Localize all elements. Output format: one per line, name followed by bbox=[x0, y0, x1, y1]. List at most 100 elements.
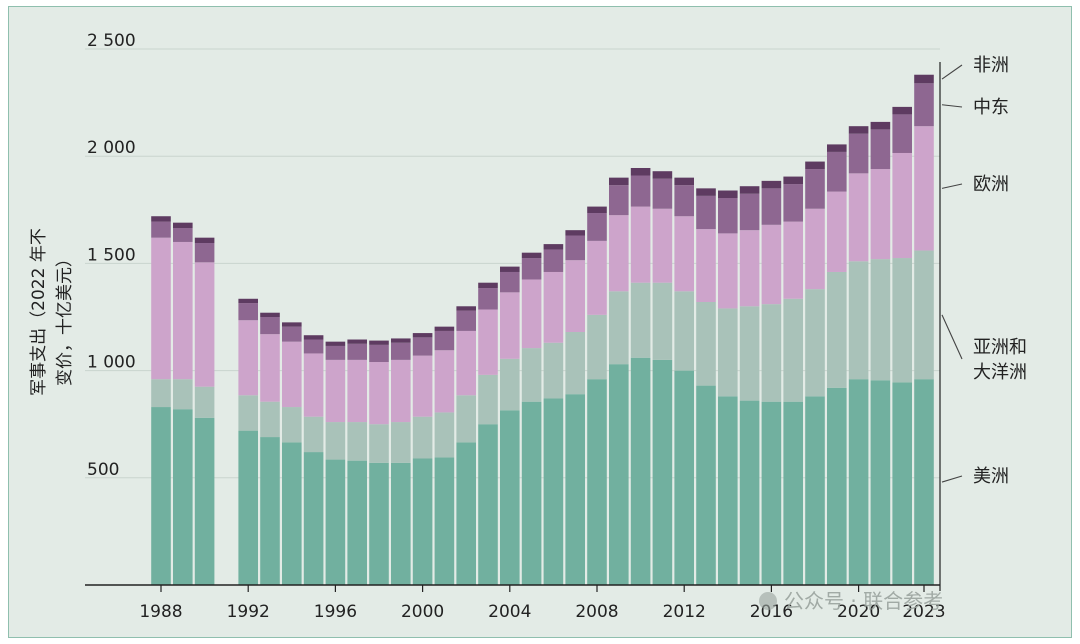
bar-segment bbox=[347, 339, 367, 344]
bar-segment bbox=[260, 317, 280, 335]
bar-segment bbox=[652, 171, 673, 179]
bar-segment bbox=[369, 340, 389, 345]
leader-line bbox=[941, 64, 963, 80]
y-axis-label-line-1: 军事支出（2022 年不 bbox=[29, 228, 49, 396]
bar-segment bbox=[391, 462, 411, 585]
bar-segment bbox=[848, 261, 869, 380]
bar-segment bbox=[892, 152, 912, 259]
bar-segment bbox=[696, 301, 716, 386]
bar-segment bbox=[412, 337, 433, 356]
bar-segment bbox=[151, 237, 171, 380]
watermark: 公众号 · 联合参考 bbox=[759, 589, 943, 613]
leader-line bbox=[941, 183, 963, 189]
bar-segment bbox=[870, 121, 891, 130]
bar-segment bbox=[521, 401, 542, 585]
bar-segment bbox=[543, 244, 564, 250]
bar-segment bbox=[718, 308, 738, 397]
y-axis-label-line-2: 变价，十亿美元） bbox=[55, 250, 75, 386]
bar-segment bbox=[652, 359, 673, 585]
bar-segment bbox=[194, 237, 215, 244]
x-tick-label: 2012 bbox=[663, 602, 706, 622]
bar-segment bbox=[173, 241, 193, 380]
bar-segment bbox=[696, 188, 716, 196]
bar-segment bbox=[914, 379, 934, 585]
bar-segment bbox=[630, 282, 651, 358]
bar-segment bbox=[391, 422, 411, 463]
bar-segment bbox=[870, 259, 891, 381]
bar-segment bbox=[260, 401, 280, 438]
bar-segment bbox=[761, 304, 782, 402]
bar-segment bbox=[412, 355, 433, 417]
bar-segment bbox=[391, 342, 411, 360]
region-label: 大洋洲 bbox=[973, 362, 1027, 383]
bar-segment bbox=[151, 407, 171, 585]
bar-segment bbox=[238, 298, 258, 304]
bar-segment bbox=[194, 417, 215, 585]
bar-segment bbox=[739, 306, 760, 401]
bar-segment bbox=[805, 289, 825, 397]
x-tick-label: 2016 bbox=[750, 602, 793, 622]
bar-segment bbox=[282, 322, 302, 327]
bar-segment bbox=[478, 424, 498, 585]
bar-segment bbox=[761, 188, 782, 225]
x-tick-label: 2023 bbox=[902, 602, 945, 622]
bar-segment bbox=[369, 424, 389, 463]
bar-segment bbox=[565, 230, 585, 236]
bar-segment bbox=[914, 74, 934, 84]
bar-segment bbox=[282, 442, 302, 585]
bar-segment bbox=[827, 151, 847, 192]
bar-segment bbox=[652, 178, 673, 209]
bar-segment bbox=[587, 240, 607, 315]
bar-segment bbox=[521, 258, 542, 280]
bar-segment bbox=[500, 358, 520, 411]
y-tick-label: 1 500 bbox=[87, 245, 136, 265]
bar-segment bbox=[369, 344, 389, 363]
bar-segment bbox=[500, 266, 520, 272]
bar-segment bbox=[456, 442, 476, 585]
bar-segment bbox=[674, 291, 694, 371]
bar-segment bbox=[848, 126, 869, 134]
bar-segment bbox=[783, 401, 803, 585]
bar-segment bbox=[587, 213, 607, 241]
bar-segment bbox=[696, 229, 716, 302]
bar-segment bbox=[282, 407, 302, 443]
bar-segment bbox=[587, 206, 607, 214]
region-label: 欧洲 bbox=[973, 174, 1009, 195]
bar-segment bbox=[456, 310, 476, 331]
bar-segment bbox=[325, 359, 346, 423]
bar-segment bbox=[347, 460, 367, 585]
bar-segment bbox=[456, 395, 476, 443]
bar-segment bbox=[761, 401, 782, 585]
bar-segment bbox=[739, 186, 760, 194]
bar-segment bbox=[914, 83, 934, 127]
bar-segment bbox=[739, 400, 760, 585]
bar-segment bbox=[739, 230, 760, 307]
bar-segment bbox=[303, 339, 324, 354]
bar-segment bbox=[194, 386, 215, 418]
bar-segment bbox=[892, 258, 912, 383]
bar-segment bbox=[347, 343, 367, 360]
bar-segment bbox=[783, 184, 803, 222]
bar-segment bbox=[870, 169, 891, 260]
bar-segment bbox=[870, 129, 891, 170]
bar-segment bbox=[500, 271, 520, 293]
bar-segment bbox=[238, 395, 258, 431]
bar-segment bbox=[718, 198, 738, 234]
bar-segment bbox=[718, 396, 738, 585]
watermark-text: 公众号 · 联合参考 bbox=[784, 589, 943, 613]
bar-segment bbox=[456, 306, 476, 311]
bar-segment bbox=[260, 437, 280, 585]
bar-segment bbox=[325, 459, 346, 585]
bar-segment bbox=[739, 193, 760, 231]
leader-line bbox=[941, 104, 963, 108]
region-label: 非洲 bbox=[973, 55, 1009, 76]
bar-segment bbox=[412, 333, 433, 338]
bar-segment bbox=[718, 233, 738, 309]
bar-segment bbox=[434, 330, 455, 351]
bar-segment bbox=[718, 190, 738, 199]
bar-segment bbox=[521, 348, 542, 402]
bar-segment bbox=[478, 282, 498, 289]
bar-segment bbox=[194, 243, 215, 263]
bar-segment bbox=[434, 412, 455, 458]
bar-segment bbox=[609, 185, 629, 216]
